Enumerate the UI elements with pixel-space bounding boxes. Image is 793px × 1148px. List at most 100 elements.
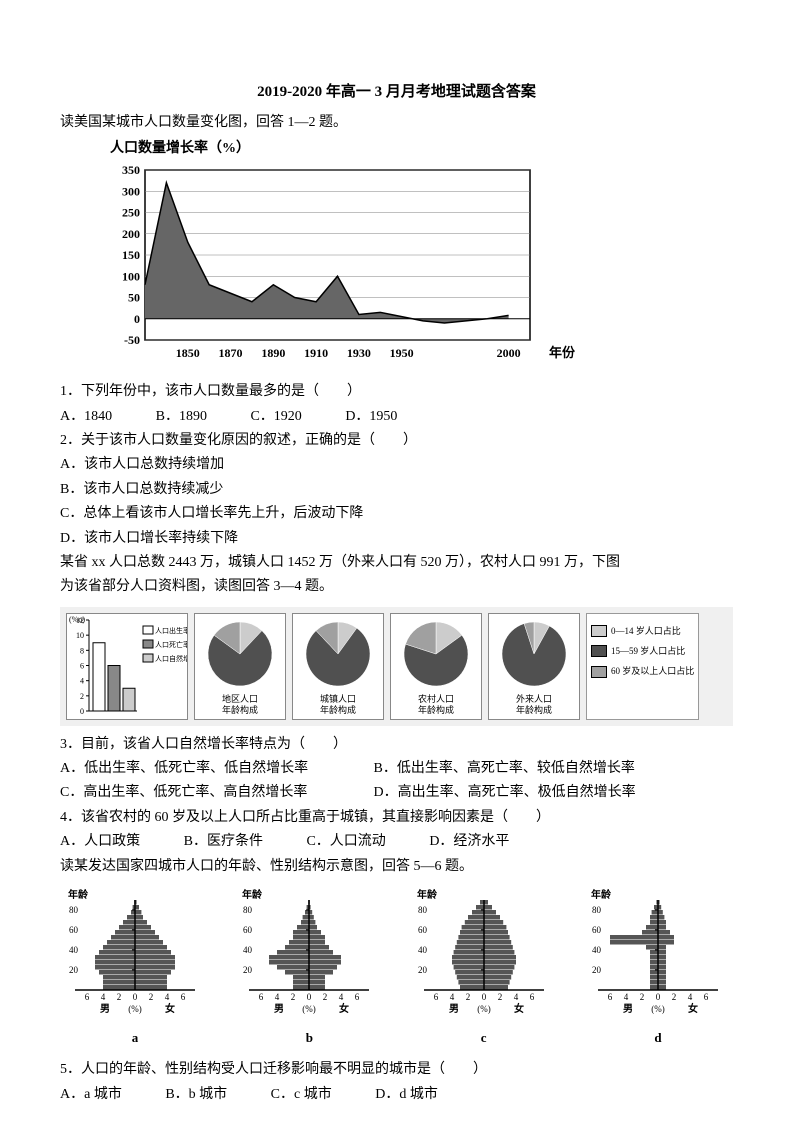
- svg-text:2: 2: [80, 692, 84, 701]
- svg-text:1850: 1850: [176, 346, 200, 360]
- q4-opt-b: B．医疗条件: [184, 834, 263, 849]
- q3-opt-b: B．低出生率、高死亡率、较低自然增长率: [374, 758, 635, 780]
- svg-text:1890: 1890: [261, 346, 285, 360]
- svg-text:4: 4: [688, 992, 693, 1002]
- svg-text:年龄构成: 年龄构成: [418, 704, 454, 715]
- svg-text:0: 0: [656, 992, 661, 1002]
- q1-opt-d: D．1950: [345, 409, 397, 424]
- svg-text:80: 80: [418, 905, 428, 915]
- svg-text:6: 6: [529, 992, 534, 1002]
- svg-text:6: 6: [80, 661, 84, 670]
- chart2-bar: 024681012(%o)人口出生率人口死亡率人口自然增长率: [66, 613, 188, 720]
- q4-options: A．人口政策 B．医疗条件 C．人口流动 D．经济水平: [60, 831, 733, 853]
- svg-text:年龄: 年龄: [591, 888, 612, 901]
- svg-text:6: 6: [259, 992, 264, 1002]
- svg-text:6: 6: [608, 992, 613, 1002]
- svg-text:350: 350: [122, 165, 140, 177]
- q3-opt-d: D．高出生率、高死亡率、极低自然增长率: [374, 782, 636, 804]
- svg-text:4: 4: [165, 992, 170, 1002]
- svg-text:女: 女: [165, 1002, 175, 1015]
- svg-text:2: 2: [497, 992, 502, 1002]
- svg-text:2: 2: [117, 992, 122, 1002]
- svg-text:年龄: 年龄: [417, 888, 438, 901]
- q2-opt-b: B．该市人口总数持续减少: [60, 479, 733, 501]
- svg-text:(%o): (%o): [69, 615, 85, 624]
- intro-3: 读某发达国家四城市人口的年龄、性别结构示意图，回答 5—6 题。: [60, 856, 733, 878]
- q5-opt-b: B．b 城市: [165, 1087, 227, 1102]
- svg-text:10: 10: [76, 631, 84, 640]
- svg-text:6: 6: [433, 992, 438, 1002]
- chart2-legend: 0—14 岁人口占比15—59 岁人口占比60 岁及以上人口占比: [586, 613, 699, 720]
- svg-text:(%): (%): [128, 1004, 142, 1014]
- svg-text:6: 6: [85, 992, 90, 1002]
- svg-text:女: 女: [688, 1002, 698, 1015]
- svg-text:1950: 1950: [390, 346, 414, 360]
- svg-text:20: 20: [69, 965, 79, 975]
- svg-text:40: 40: [418, 945, 428, 955]
- svg-text:4: 4: [339, 992, 344, 1002]
- svg-text:200: 200: [122, 227, 140, 241]
- svg-text:4: 4: [449, 992, 454, 1002]
- svg-text:8: 8: [80, 646, 84, 655]
- pyramids-container: 年龄204060806420246男(%)女a 年龄20406080642024…: [60, 888, 733, 1049]
- intro-2a: 某省 xx 人口总数 2443 万，城镇人口 1452 万（外来人口有 520 …: [60, 552, 733, 574]
- svg-text:外来人口: 外来人口: [516, 693, 552, 704]
- svg-text:1870: 1870: [219, 346, 243, 360]
- svg-text:300: 300: [122, 184, 140, 198]
- svg-text:1930: 1930: [347, 346, 371, 360]
- svg-text:20: 20: [592, 965, 602, 975]
- q5-opt-d: D．d 城市: [375, 1087, 438, 1102]
- svg-text:城镇人口: 城镇人口: [320, 693, 356, 704]
- svg-text:60: 60: [243, 925, 253, 935]
- svg-text:0: 0: [134, 312, 140, 326]
- svg-text:年龄构成: 年龄构成: [222, 704, 258, 715]
- svg-text:2000: 2000: [497, 346, 521, 360]
- svg-text:1910: 1910: [304, 346, 328, 360]
- svg-text:20: 20: [418, 965, 428, 975]
- svg-text:年龄: 年龄: [242, 888, 263, 901]
- q4-opt-a: A．人口政策: [60, 834, 140, 849]
- chart2-pie-0: 地区人口年龄构成: [194, 613, 286, 720]
- svg-text:2: 2: [640, 992, 645, 1002]
- q3-opt-a: A．低出生率、低死亡率、低自然增长率: [60, 758, 370, 780]
- svg-text:0: 0: [481, 992, 486, 1002]
- svg-text:4: 4: [624, 992, 629, 1002]
- svg-text:6: 6: [355, 992, 360, 1002]
- svg-text:人口出生率: 人口出生率: [155, 626, 188, 635]
- svg-text:-50: -50: [124, 333, 140, 347]
- q4-stem: 4．该省农村的 60 岁及以上人口所占比重高于城镇，其直接影响因素是（ ）: [60, 807, 733, 829]
- svg-text:80: 80: [69, 905, 79, 915]
- chart1-area-chart: -500501001502002503003501850187018901910…: [100, 165, 733, 373]
- q3-stem: 3．目前，该省人口自然增长率特点为（ ）: [60, 734, 733, 756]
- q3-row2: C．高出生率、低死亡率、高自然增长率 D．高出生率、高死亡率、极低自然增长率: [60, 782, 733, 804]
- svg-text:4: 4: [101, 992, 106, 1002]
- svg-text:男: 男: [100, 1003, 110, 1015]
- svg-text:女: 女: [339, 1002, 349, 1015]
- pyramid-a: 年龄204060806420246男(%)女a: [60, 888, 210, 1049]
- svg-text:6: 6: [181, 992, 186, 1002]
- q2-stem: 2．关于该市人口数量变化原因的叙述，正确的是（ ）: [60, 430, 733, 452]
- svg-text:(%): (%): [303, 1004, 317, 1014]
- svg-text:年龄构成: 年龄构成: [516, 704, 552, 715]
- chart2-pie-2: 农村人口年龄构成: [390, 613, 482, 720]
- chart2-container: 024681012(%o)人口出生率人口死亡率人口自然增长率 地区人口年龄构成 …: [60, 607, 733, 726]
- svg-text:60: 60: [418, 925, 428, 935]
- svg-text:40: 40: [69, 945, 79, 955]
- q2-opt-d: D．该市人口增长率持续下降: [60, 528, 733, 550]
- svg-text:4: 4: [513, 992, 518, 1002]
- svg-text:4: 4: [80, 676, 84, 685]
- q1-opt-c: C．1920: [250, 409, 301, 424]
- intro-1: 读美国某城市人口数量变化图，回答 1—2 题。: [60, 112, 733, 134]
- svg-text:4: 4: [275, 992, 280, 1002]
- svg-text:250: 250: [122, 205, 140, 219]
- svg-text:(%): (%): [477, 1004, 491, 1014]
- q1-stem: 1．下列年份中，该市人口数量最多的是（ ）: [60, 381, 733, 403]
- svg-text:年龄构成: 年龄构成: [320, 704, 356, 715]
- svg-text:2: 2: [291, 992, 296, 1002]
- q5-options: A．a 城市 B．b 城市 C．c 城市 D．d 城市: [60, 1084, 733, 1106]
- svg-text:2: 2: [672, 992, 677, 1002]
- chart1-title: 人口数量增长率（%）: [60, 138, 733, 160]
- pyramid-d: 年龄204060806420246男(%)女d: [583, 888, 733, 1049]
- pyramid-a-label: a: [60, 1028, 210, 1049]
- svg-text:50: 50: [128, 290, 140, 304]
